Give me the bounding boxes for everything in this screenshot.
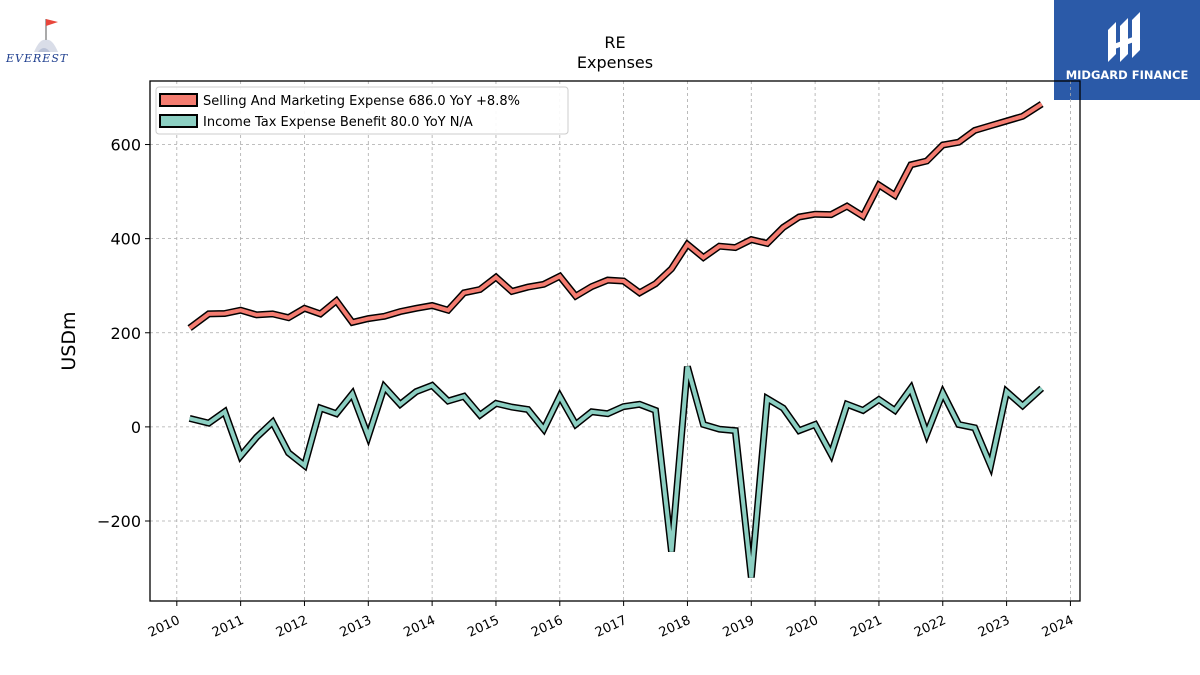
y-tick-label: 600: [110, 136, 141, 155]
y-tick-label: 0: [131, 418, 141, 437]
legend-label-selling-marketing: Selling And Marketing Expense 686.0 YoY …: [203, 94, 520, 109]
everest-logo: [4, 14, 86, 70]
x-tick-label: 2014: [401, 613, 437, 641]
midgard-logo-text: MIDGARD FINANCE: [1065, 68, 1189, 82]
y-tick-label: 400: [110, 230, 141, 249]
legend-box: [155, 86, 569, 135]
y-axis-label: USDm: [58, 311, 80, 370]
everest-logo-text: EVEREST: [6, 52, 69, 65]
flag-icon: [46, 19, 58, 26]
series-line-income-tax-expense-benefit: [189, 366, 1044, 578]
y-tick-label: 200: [110, 324, 141, 343]
midgard-finance-logo: MIDGARD FINANCE: [1054, 0, 1200, 100]
x-tick-label: 2013: [338, 613, 374, 641]
x-axis: 2010 2011 2012 2013 2014 2015 2016 2017 2018 2019…: [146, 601, 1076, 641]
y-axis: −200 0 200 400 600: [97, 136, 150, 531]
x-tick-label: 2012: [274, 613, 310, 641]
x-tick-label: 2011: [210, 613, 246, 641]
series-group: [187, 101, 1045, 578]
x-tick-label: 2023: [976, 613, 1012, 641]
y-tick-label: −200: [97, 512, 141, 531]
grid: [150, 81, 1080, 601]
series-outline-selling-and-marketing-expense: [187, 101, 1044, 331]
chart-subtitle: Expenses: [577, 53, 653, 72]
x-tick-label: 2024: [1040, 613, 1076, 641]
x-tick-label: 2019: [721, 613, 757, 641]
plot-frame: [149, 80, 1081, 602]
legend-swatch-selling-marketing: [159, 93, 198, 107]
x-tick-label: 2022: [912, 613, 948, 641]
x-tick-label: 2018: [657, 613, 693, 641]
legend: Selling And Marketing Expense 686.0 YoY …: [155, 86, 569, 135]
legend-swatch-income-tax: [159, 114, 198, 128]
x-tick-label: 2016: [529, 613, 565, 641]
x-tick-label: 2021: [848, 613, 884, 641]
legend-label-income-tax: Income Tax Expense Benefit 80.0 YoY N/A: [203, 115, 473, 130]
x-tick-label: 2020: [784, 613, 820, 641]
midgard-emblem-icon: [1108, 12, 1141, 62]
x-tick-label: 2015: [465, 613, 501, 641]
x-tick-label: 2017: [593, 613, 629, 641]
x-tick-label: 2010: [146, 613, 182, 641]
series-line-selling-and-marketing-expense: [188, 102, 1043, 330]
chart-title: RE: [604, 33, 625, 52]
